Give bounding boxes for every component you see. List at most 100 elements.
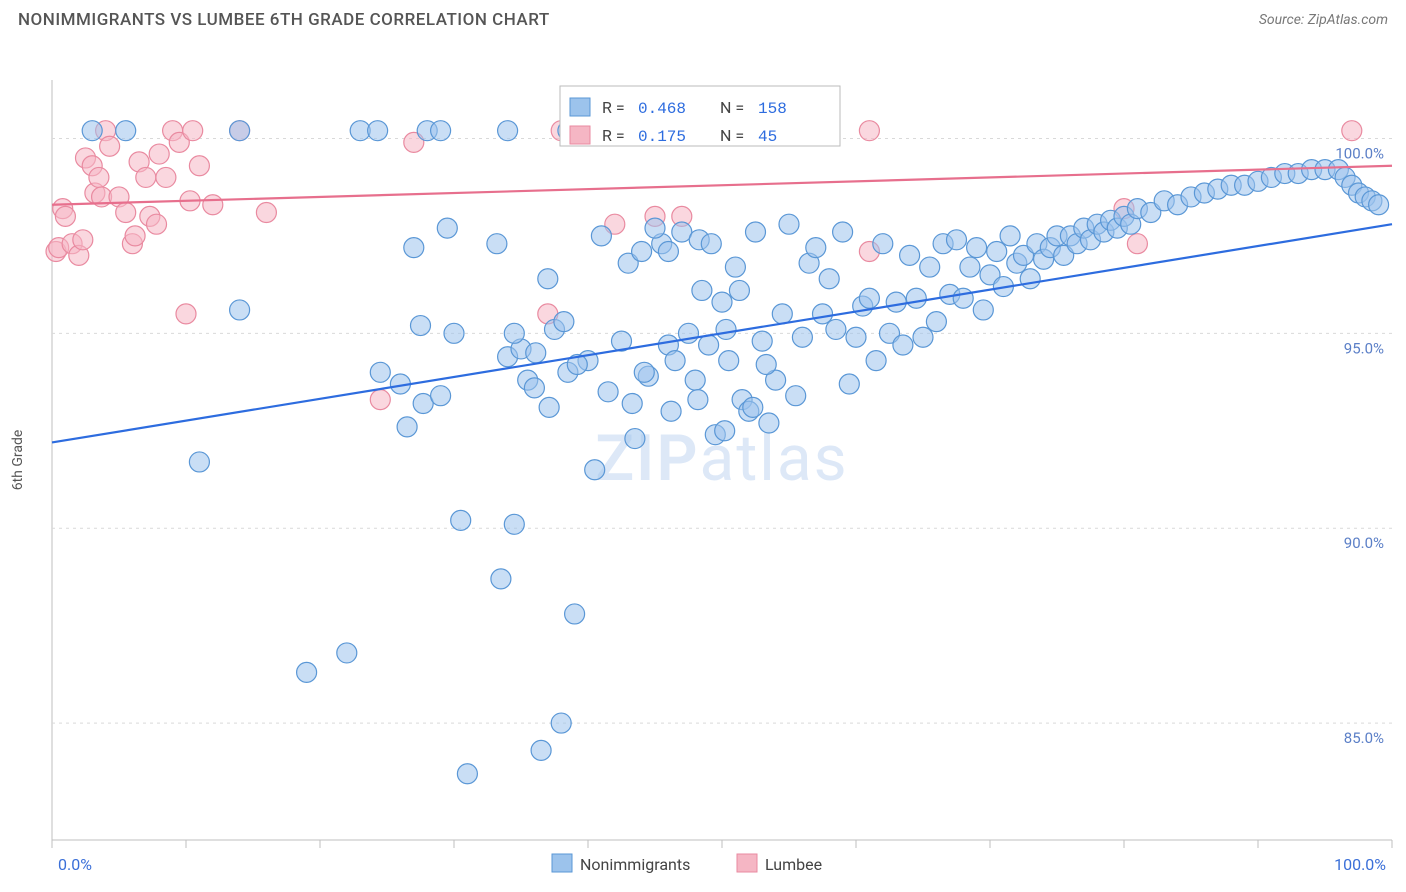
scatter-point bbox=[1020, 269, 1040, 289]
legend-swatch bbox=[737, 854, 757, 872]
scatter-point bbox=[886, 292, 906, 312]
scatter-point bbox=[987, 241, 1007, 261]
scatter-point bbox=[591, 226, 611, 246]
scatter-point bbox=[752, 331, 772, 351]
scatter-point bbox=[743, 397, 763, 417]
scatter-point bbox=[645, 218, 665, 238]
scatter-point bbox=[565, 604, 585, 624]
scatter-point bbox=[658, 241, 678, 261]
scatter-point bbox=[1342, 121, 1362, 141]
scatter-point bbox=[1000, 226, 1020, 246]
scatter-point bbox=[431, 121, 451, 141]
scatter-point bbox=[900, 245, 920, 265]
scatter-point bbox=[149, 144, 169, 164]
scatter-point bbox=[498, 121, 518, 141]
scatter-point bbox=[699, 335, 719, 355]
scatter-point bbox=[779, 214, 799, 234]
scatter-point bbox=[397, 417, 417, 437]
scatter-point bbox=[370, 390, 390, 410]
scatter-point bbox=[772, 304, 792, 324]
scatter-point bbox=[370, 362, 390, 382]
svg-text:N =: N = bbox=[720, 98, 744, 117]
scatter-point bbox=[504, 514, 524, 534]
scatter-point bbox=[504, 323, 524, 343]
scatter-point bbox=[729, 280, 749, 300]
scatter-point bbox=[692, 280, 712, 300]
svg-text:0.175: 0.175 bbox=[638, 128, 686, 146]
scatter-point bbox=[147, 214, 167, 234]
scatter-point bbox=[116, 121, 136, 141]
scatter-point bbox=[437, 218, 457, 238]
scatter-point bbox=[554, 312, 574, 332]
scatter-point bbox=[953, 288, 973, 308]
scatter-point bbox=[82, 121, 102, 141]
legend-label: Nonimmigrants bbox=[580, 855, 690, 874]
scatter-point bbox=[526, 343, 546, 363]
chart-area: ZIPatlas85.0%90.0%95.0%100.0%6th GradeR … bbox=[0, 34, 1406, 884]
scatter-point bbox=[230, 300, 250, 320]
scatter-point bbox=[913, 327, 933, 347]
scatter-point bbox=[967, 238, 987, 258]
scatter-point bbox=[846, 327, 866, 347]
scatter-point bbox=[906, 288, 926, 308]
scatter-point bbox=[524, 378, 544, 398]
scatter-point bbox=[256, 203, 276, 223]
scatter-point bbox=[819, 269, 839, 289]
scatter-point bbox=[411, 316, 431, 336]
scatter-point bbox=[688, 390, 708, 410]
scatter-point bbox=[55, 206, 75, 226]
svg-text:100.0%: 100.0% bbox=[1335, 144, 1384, 162]
chart-source: Source: ZipAtlas.com bbox=[1259, 12, 1388, 28]
svg-text:N =: N = bbox=[720, 126, 744, 145]
scatter-point bbox=[457, 764, 477, 784]
scatter-point bbox=[136, 167, 156, 187]
scatter-point bbox=[873, 234, 893, 254]
scatter-point bbox=[176, 304, 196, 324]
scatter-point bbox=[960, 257, 980, 277]
legend-swatch bbox=[570, 126, 590, 144]
scatter-point bbox=[622, 393, 642, 413]
scatter-point bbox=[551, 713, 571, 733]
scatter-point bbox=[89, 167, 109, 187]
scatter-point bbox=[230, 121, 250, 141]
scatter-point bbox=[368, 121, 388, 141]
scatter-point bbox=[712, 292, 732, 312]
scatter-point bbox=[859, 121, 879, 141]
scatter-point bbox=[719, 351, 739, 371]
scatter-point bbox=[189, 452, 209, 472]
scatter-point bbox=[859, 288, 879, 308]
scatter-point bbox=[116, 203, 136, 223]
scatter-point bbox=[585, 460, 605, 480]
scatter-point bbox=[125, 226, 145, 246]
scatter-point bbox=[661, 401, 681, 421]
scatter-point bbox=[531, 740, 551, 760]
scatter-point bbox=[625, 429, 645, 449]
scatter-point bbox=[866, 351, 886, 371]
scatter-point bbox=[1127, 234, 1147, 254]
scatter-point bbox=[404, 238, 424, 258]
svg-text:85.0%: 85.0% bbox=[1344, 729, 1384, 747]
legend-label: Lumbee bbox=[765, 855, 822, 874]
legend-swatch bbox=[552, 854, 572, 872]
scatter-point bbox=[806, 238, 826, 258]
chart-header: NONIMMIGRANTS VS LUMBEE 6TH GRADE CORREL… bbox=[0, 0, 1406, 34]
scatter-point bbox=[701, 234, 721, 254]
scatter-point bbox=[632, 241, 652, 261]
scatter-point bbox=[746, 222, 766, 242]
svg-text:158: 158 bbox=[758, 100, 787, 118]
scatter-point bbox=[538, 269, 558, 289]
svg-text:90.0%: 90.0% bbox=[1344, 534, 1384, 552]
trend-line bbox=[52, 224, 1392, 442]
scatter-point bbox=[487, 234, 507, 254]
svg-text:R =: R = bbox=[602, 126, 625, 145]
scatter-point bbox=[665, 351, 685, 371]
scatter-point bbox=[839, 374, 859, 394]
svg-text:95.0%: 95.0% bbox=[1344, 339, 1384, 357]
scatter-point bbox=[189, 156, 209, 176]
scatter-point bbox=[539, 397, 559, 417]
scatter-point bbox=[759, 413, 779, 433]
chart-svg: ZIPatlas85.0%90.0%95.0%100.0%6th GradeR … bbox=[0, 34, 1406, 884]
scatter-point bbox=[444, 323, 464, 343]
svg-text:100.0%: 100.0% bbox=[1334, 855, 1386, 874]
svg-text:0.0%: 0.0% bbox=[58, 855, 92, 874]
